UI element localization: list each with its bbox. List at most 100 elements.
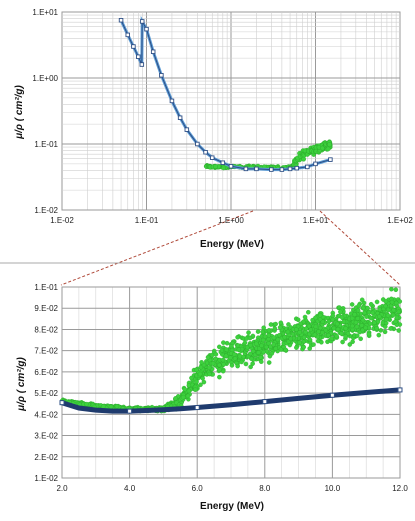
bottom-x-axis-label: Energy (MeV) bbox=[200, 501, 264, 512]
top-green-point bbox=[221, 165, 227, 171]
bottom-green-point bbox=[232, 352, 237, 357]
top-series-marker bbox=[210, 155, 215, 160]
bottom-green-point bbox=[383, 324, 388, 329]
top-series-marker bbox=[195, 141, 200, 147]
bottom-green-point bbox=[340, 339, 345, 345]
bottom-green-point bbox=[295, 317, 301, 323]
bottom-green-point bbox=[358, 336, 363, 342]
bottom-series-line bbox=[59, 387, 403, 414]
bottom-green-point bbox=[217, 367, 222, 372]
bottom-green-point bbox=[297, 330, 302, 335]
bottom-green-point bbox=[255, 329, 261, 334]
bottom-green-point bbox=[316, 329, 321, 334]
bottom-green-point bbox=[312, 332, 318, 338]
bottom-green-point bbox=[210, 361, 216, 366]
bottom-series-marker bbox=[127, 408, 133, 414]
bottom-y-tick-label: 5.E-02 bbox=[34, 389, 58, 398]
bottom-green-point bbox=[239, 359, 244, 365]
bottom-green-point bbox=[182, 387, 188, 392]
bottom-y-tick-label: 7.E-02 bbox=[34, 347, 58, 356]
bottom-y-tick-label: 1.E-02 bbox=[34, 474, 58, 483]
bottom-green-point bbox=[338, 309, 343, 315]
top-tick-labels: 1.E-02 1.E-01 1.E+00 1.E+01 1.E+02 1.E+01 1.E+… bbox=[32, 8, 413, 225]
bottom-green-point bbox=[384, 316, 389, 322]
top-data-marks bbox=[118, 15, 333, 172]
bottom-green-point bbox=[306, 323, 312, 329]
bottom-green-point bbox=[232, 356, 238, 361]
top-series-marker bbox=[177, 115, 183, 120]
bottom-green-point bbox=[364, 314, 369, 319]
top-x-tick-label: 1.E+00 bbox=[218, 216, 244, 225]
top-x-axis-label: Energy (MeV) bbox=[200, 239, 264, 250]
bottom-green-point bbox=[362, 310, 367, 316]
top-series-marker bbox=[125, 32, 131, 38]
bottom-green-point bbox=[354, 333, 360, 339]
bottom-green-point bbox=[221, 340, 226, 345]
bottom-green-point bbox=[331, 325, 337, 331]
bottom-green-point bbox=[323, 327, 328, 333]
bottom-green-point bbox=[371, 320, 377, 326]
bottom-green-point bbox=[288, 336, 294, 342]
bottom-green-point bbox=[197, 371, 203, 377]
top-series-marker bbox=[279, 167, 285, 172]
bottom-x-tick-label: 8.0 bbox=[259, 484, 271, 493]
bottom-green-point bbox=[278, 320, 284, 326]
bottom-green-point bbox=[393, 287, 399, 293]
bottom-x-tick-label: 10.0 bbox=[325, 484, 341, 493]
bottom-green-point bbox=[108, 404, 114, 410]
top-x-tick-label: 1.E-01 bbox=[135, 216, 159, 225]
bottom-green-point bbox=[389, 286, 394, 292]
bottom-green-point bbox=[359, 323, 365, 328]
bottom-green-point bbox=[363, 325, 368, 331]
top-series-marker bbox=[328, 157, 333, 162]
bottom-green-point bbox=[271, 335, 277, 340]
bottom-green-point bbox=[313, 324, 318, 330]
bottom-green-point bbox=[294, 345, 299, 350]
top-series-marker bbox=[313, 161, 318, 167]
bottom-series-marker bbox=[329, 392, 335, 398]
bottom-green-point bbox=[354, 324, 360, 330]
top-x-tick-label: 1.E+02 bbox=[387, 216, 413, 225]
bottom-green-point bbox=[383, 299, 389, 304]
top-series-marker bbox=[203, 149, 208, 155]
bottom-green-point bbox=[360, 317, 366, 323]
bottom-green-point bbox=[229, 363, 235, 368]
bottom-green-point bbox=[347, 342, 353, 347]
bottom-green-point bbox=[353, 320, 359, 325]
bottom-green-point bbox=[326, 319, 331, 324]
chart-bottom: 2.0 4.0 6.0 8.0 10.0 12.0 1.E-01 9.E-02 8.E-02 7.… bbox=[16, 283, 408, 512]
bottom-green-point bbox=[246, 330, 251, 335]
top-series-marker bbox=[269, 167, 274, 172]
bottom-green-point bbox=[189, 375, 194, 381]
bottom-green-point bbox=[350, 323, 355, 329]
bottom-green-point bbox=[311, 342, 316, 347]
bottom-green-point bbox=[350, 339, 355, 345]
bottom-green-point bbox=[374, 326, 380, 331]
bottom-green-point bbox=[209, 352, 215, 358]
bottom-series-marker bbox=[59, 400, 65, 406]
bottom-green-point bbox=[221, 361, 226, 367]
bottom-green-point bbox=[339, 315, 345, 320]
top-series-marker bbox=[305, 164, 310, 170]
top-y-tick-label: 1.E-01 bbox=[34, 140, 58, 149]
top-y-tick-label: 1.E+01 bbox=[32, 8, 58, 17]
top-green-point bbox=[213, 164, 218, 169]
bottom-green-point bbox=[237, 353, 243, 359]
top-grid bbox=[61, 11, 401, 211]
bottom-green-point bbox=[201, 379, 207, 385]
bottom-green-point bbox=[84, 401, 89, 407]
bottom-green-point bbox=[359, 297, 365, 303]
bottom-green-point bbox=[217, 374, 222, 380]
bottom-x-tick-label: 6.0 bbox=[192, 484, 204, 493]
bottom-green-point bbox=[334, 321, 340, 327]
top-series-marker bbox=[139, 62, 145, 67]
bottom-green-point bbox=[368, 301, 374, 307]
bottom-green-point bbox=[277, 325, 283, 330]
bottom-green-point bbox=[235, 363, 240, 369]
bottom-green-point bbox=[356, 303, 362, 309]
bottom-green-point bbox=[367, 321, 373, 327]
bottom-green-point bbox=[335, 326, 341, 332]
top-series-marker bbox=[159, 73, 164, 78]
bottom-green-point bbox=[254, 341, 259, 347]
